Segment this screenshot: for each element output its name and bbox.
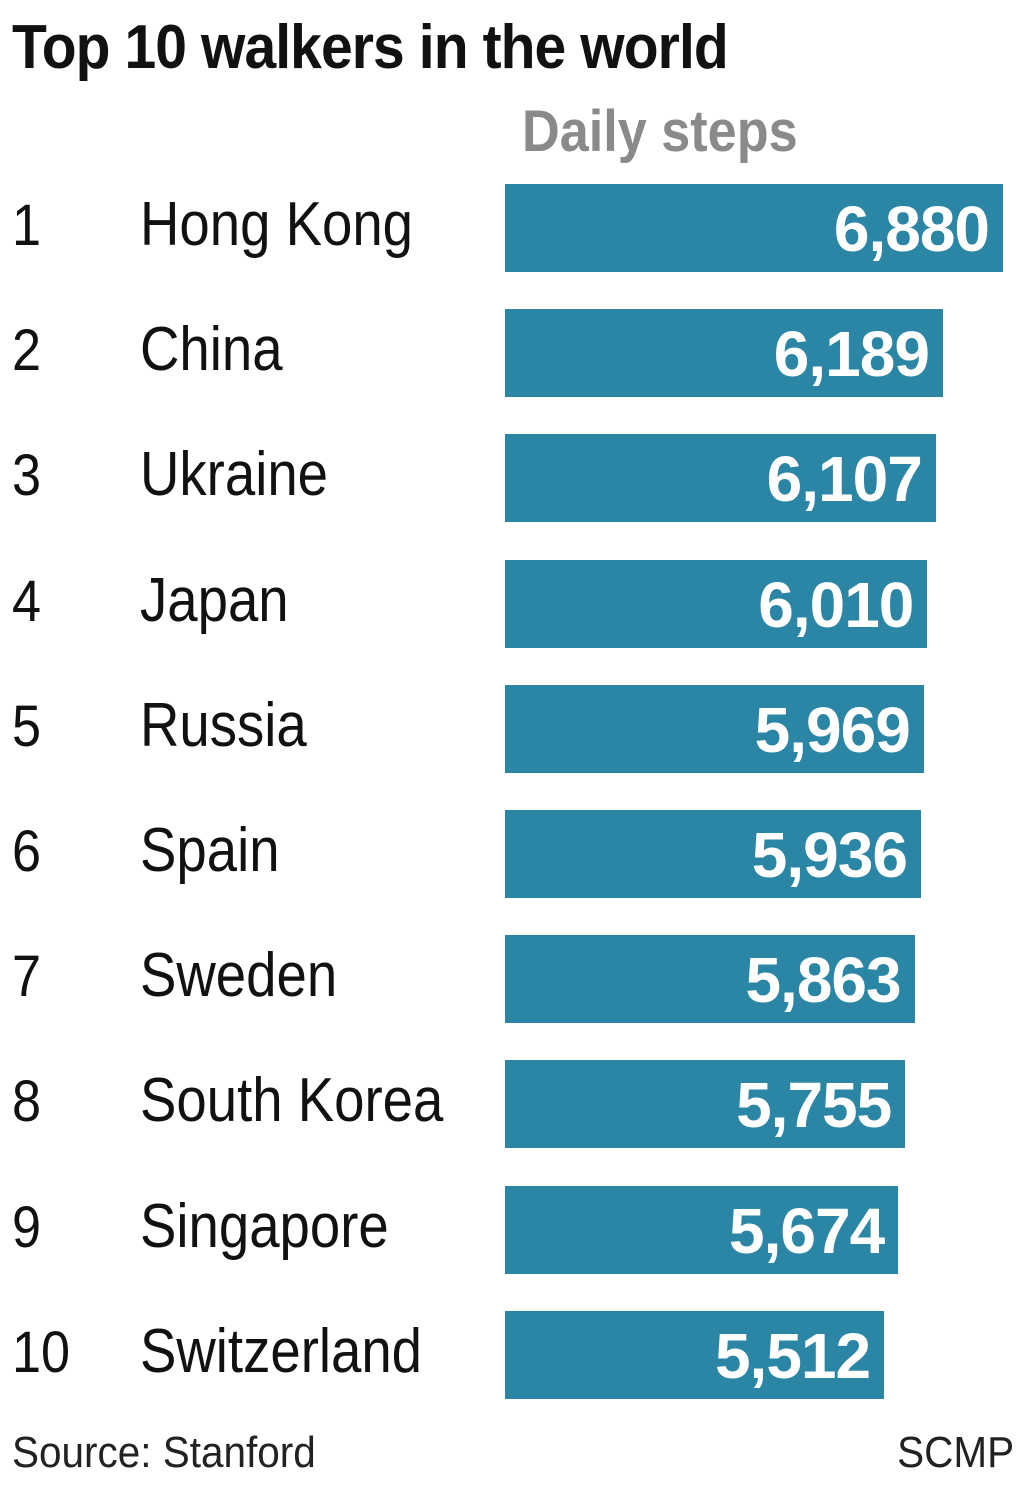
chart-title: Top 10 walkers in the world xyxy=(12,13,729,82)
bar: 5,936 xyxy=(505,810,921,898)
data-label: 5,512 xyxy=(714,1319,871,1392)
data-label: 5,969 xyxy=(754,693,911,766)
bar: 5,512 xyxy=(505,1310,885,1399)
bar: 5,674 xyxy=(505,1185,899,1274)
category-label: Japan xyxy=(140,565,289,635)
source: Source: Stanford xyxy=(12,1428,316,1477)
data-label: 6,010 xyxy=(758,568,914,641)
rank-label: 4 xyxy=(12,568,42,634)
bar: 5,863 xyxy=(505,935,915,1024)
rank-label: 8 xyxy=(12,1069,42,1135)
category-label: Singapore xyxy=(140,1191,389,1261)
rank-label: 6 xyxy=(12,819,42,884)
data-label: 5,863 xyxy=(745,944,901,1017)
bar: 5,969 xyxy=(505,684,924,773)
data-label: 5,936 xyxy=(751,819,908,891)
rank-label: 10 xyxy=(12,1319,71,1385)
data-label: 6,107 xyxy=(766,443,923,516)
bar: 6,107 xyxy=(505,434,936,523)
category-label: China xyxy=(140,315,283,385)
rank-label: 7 xyxy=(12,944,42,1010)
rank-label: 1 xyxy=(12,193,42,258)
category-label: Sweden xyxy=(140,941,338,1011)
rank-label: 2 xyxy=(12,318,42,384)
category-label: South Korea xyxy=(140,1066,444,1136)
category-label: Switzerland xyxy=(140,1316,423,1386)
data-label: 6,880 xyxy=(833,193,990,265)
data-label: 6,189 xyxy=(773,318,930,391)
category-label: Hong Kong xyxy=(140,190,414,259)
data-label: 5,755 xyxy=(736,1069,892,1142)
category-label: Ukraine xyxy=(140,440,329,510)
rank-label: 9 xyxy=(12,1194,42,1260)
bar: 6,010 xyxy=(505,559,928,648)
data-label: 5,674 xyxy=(729,1194,885,1267)
category-label: Russia xyxy=(140,690,307,760)
rank-label: 5 xyxy=(12,693,42,759)
bar: 5,755 xyxy=(505,1060,906,1149)
bar: 6,880 xyxy=(505,184,1003,272)
bar: 6,189 xyxy=(505,309,943,398)
rank-label: 3 xyxy=(12,443,42,509)
category-label: Spain xyxy=(140,816,280,885)
value-label: Daily steps xyxy=(522,99,798,164)
credit: SCMP xyxy=(897,1428,1014,1477)
